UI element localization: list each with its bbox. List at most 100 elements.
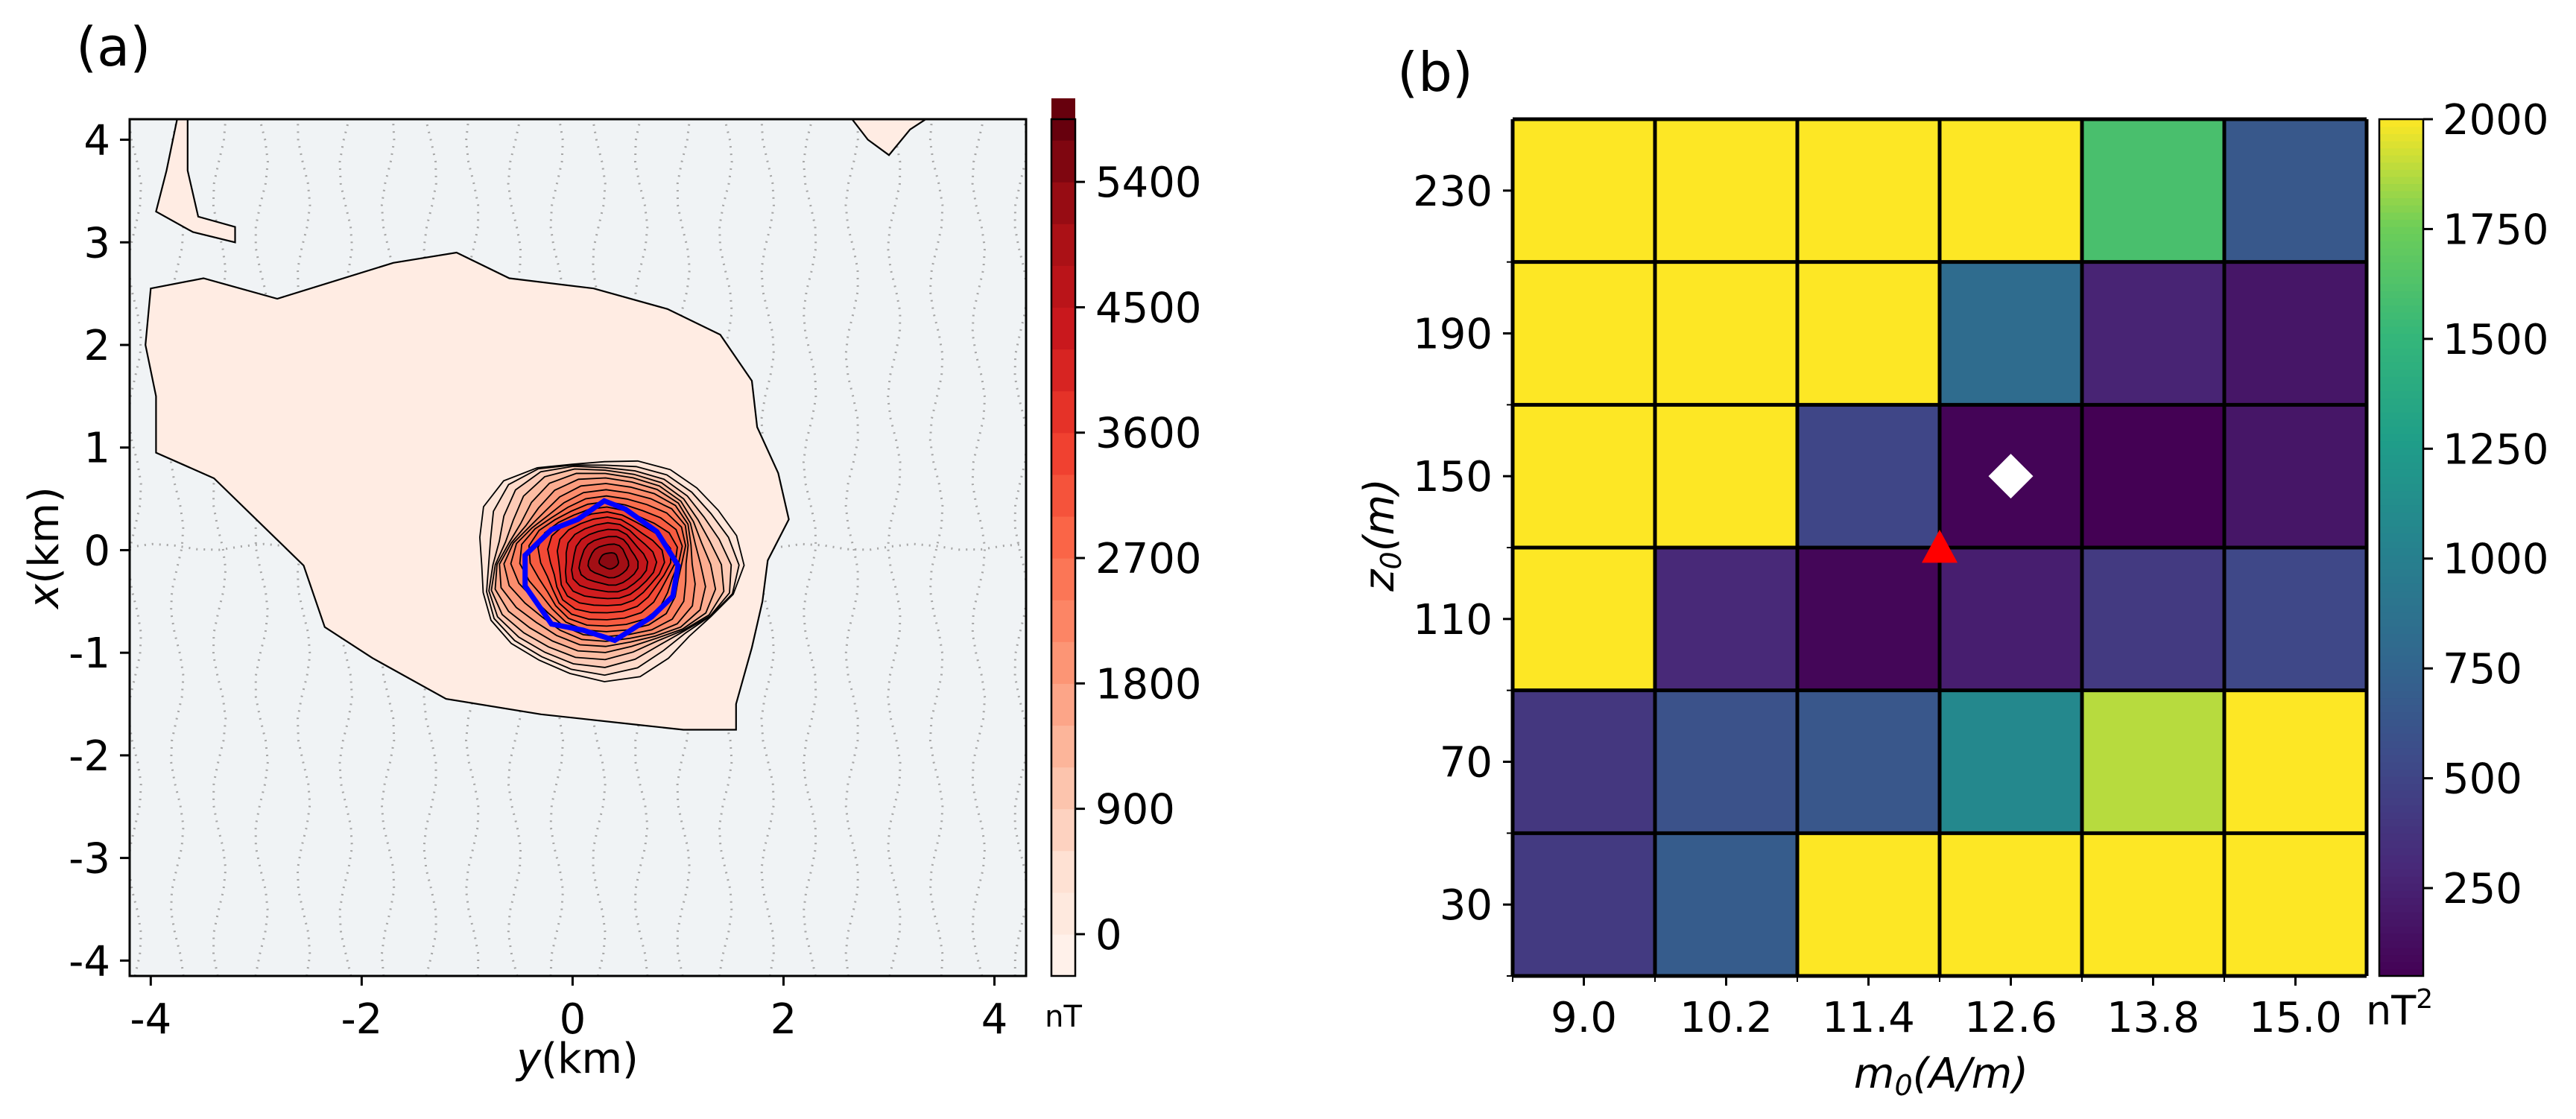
colorbar-segment xyxy=(2379,683,2423,691)
colorbar-segment xyxy=(2379,590,2423,598)
heatmap-cell xyxy=(2082,548,2225,691)
panel-b-colorbar: 2000 1750 1500 1250 1000 750 500 250 xyxy=(2378,96,2549,977)
contour-level xyxy=(598,552,619,570)
colorbar-segment xyxy=(2379,347,2423,356)
colorbar-tick-label: 1750 xyxy=(2443,206,2549,254)
colorbar-segment xyxy=(2379,497,2423,506)
heatmap-cell xyxy=(1655,690,1798,834)
colorbar-segment xyxy=(1051,474,1075,517)
colorbar-segment xyxy=(2379,133,2423,142)
best-fit-diamond-marker xyxy=(1988,454,2034,499)
heatmap-cell xyxy=(1655,119,1798,263)
colorbar-segment xyxy=(2379,261,2423,270)
heatmap-cell xyxy=(1513,119,1656,263)
heatmap-cell xyxy=(2224,833,2367,977)
colorbar-segment xyxy=(2379,761,2423,770)
heatmap-cell xyxy=(1797,119,1940,263)
colorbar-segment xyxy=(2379,676,2423,684)
colorbar-segment xyxy=(2379,340,2423,349)
colorbar-segment xyxy=(2379,276,2423,285)
x-tick-label: 15.0 xyxy=(2249,994,2342,1042)
colorbar-segment xyxy=(2379,333,2423,341)
x-tick-label: -2 xyxy=(341,995,382,1044)
colorbar-segment xyxy=(2379,397,2423,406)
colorbar-segment xyxy=(2379,769,2423,777)
colorbar-segment xyxy=(1051,265,1075,308)
colorbar-segment xyxy=(1051,307,1075,350)
y-tick-label: 190 xyxy=(1413,311,1493,359)
colorbar-segment xyxy=(2379,754,2423,763)
colorbar-segment xyxy=(1051,808,1075,852)
colorbar-segment xyxy=(2379,305,2423,313)
colorbar-segment xyxy=(2379,697,2423,706)
colorbar-segment xyxy=(2379,148,2423,156)
panel-b-xlabel: m0(A/m) xyxy=(1854,1050,2028,1102)
colorbar-segment xyxy=(2379,183,2423,191)
colorbar-segment xyxy=(2379,618,2423,627)
colorbar-segment xyxy=(2379,711,2423,720)
colorbar-tick-label: 2700 xyxy=(1095,535,1202,583)
heatmap-cell xyxy=(1797,548,1940,691)
colorbar-segment xyxy=(2379,783,2423,791)
colorbar-segment xyxy=(2379,169,2423,177)
colorbar-segment xyxy=(2379,526,2423,534)
colorbar-segment xyxy=(2379,919,2423,927)
colorbar-segment xyxy=(2379,726,2423,734)
colorbar-segment xyxy=(2379,355,2423,363)
colorbar-segment xyxy=(2379,647,2423,656)
colorbar-segment xyxy=(2379,690,2423,699)
colorbar-segment xyxy=(2379,904,2423,913)
colorbar-segment xyxy=(2379,861,2423,870)
colorbar-segment xyxy=(2379,911,2423,920)
colorbar-segment xyxy=(2379,805,2423,813)
y-tick-label: 150 xyxy=(1413,453,1493,501)
colorbar-tick-label: 1800 xyxy=(1095,660,1202,709)
colorbar-segment xyxy=(2379,140,2423,149)
colorbar-segment xyxy=(2379,361,2423,370)
x-tick-label: 2 xyxy=(770,995,797,1044)
y-tick-label: 30 xyxy=(1440,881,1493,930)
colorbar-segment xyxy=(1051,432,1075,475)
colorbar-tick-label: 500 xyxy=(2443,755,2522,804)
colorbar-segment xyxy=(2379,733,2423,741)
colorbar-segment xyxy=(1051,683,1075,726)
heatmap-cell xyxy=(1655,405,1798,548)
colorbar-segment xyxy=(1051,641,1075,684)
y-tick-label: 1 xyxy=(83,425,110,473)
heatmap-cell xyxy=(1513,833,1656,977)
colorbar-segment xyxy=(2379,819,2423,827)
colorbar-segment xyxy=(2379,897,2423,905)
x-tick-label: 4 xyxy=(981,995,1008,1044)
colorbar-segment xyxy=(2379,704,2423,713)
panel-b-y-ticks: 30 70 110 150 190 230 xyxy=(1413,168,1513,977)
colorbar-segment xyxy=(2379,668,2423,677)
colorbar-segment xyxy=(2379,255,2423,263)
colorbar-segment xyxy=(2379,747,2423,755)
true-value-triangle-marker xyxy=(1922,530,1958,563)
heatmap-cell xyxy=(1940,690,2083,834)
colorbar-segment xyxy=(2379,233,2423,241)
heatmap-cell xyxy=(1513,548,1656,691)
colorbar-segment xyxy=(2379,940,2423,948)
colorbar-segment xyxy=(2379,883,2423,891)
colorbar-segment xyxy=(2379,390,2423,399)
heatmap-cell xyxy=(2224,119,2367,263)
panel-a-x-ticks: -4 -2 0 2 4 xyxy=(130,976,1007,1044)
colorbar-tick-label: 2000 xyxy=(2443,96,2549,145)
colorbar-segment xyxy=(2379,833,2423,841)
heatmap-cell xyxy=(2082,690,2225,834)
heatmap-cell xyxy=(2224,261,2367,405)
colorbar-segment xyxy=(2379,426,2423,434)
colorbar-segment xyxy=(2379,925,2423,934)
panel-a-frame xyxy=(128,118,1028,977)
colorbar-segment xyxy=(2379,247,2423,256)
colorbar-segment xyxy=(1051,390,1075,434)
colorbar-segment xyxy=(2379,447,2423,456)
colorbar-segment xyxy=(2379,662,2423,670)
colorbar-segment xyxy=(2379,612,2423,620)
colorbar-segment xyxy=(2379,504,2423,513)
colorbar-segment xyxy=(1051,725,1075,768)
panel-b-heatmap: 9.0 10.2 11.4 12.6 13.8 15.0 30 70 110 150 190 230 xyxy=(1413,117,2369,1042)
panel-b-colorbar-unit: nT2 xyxy=(2366,984,2433,1034)
